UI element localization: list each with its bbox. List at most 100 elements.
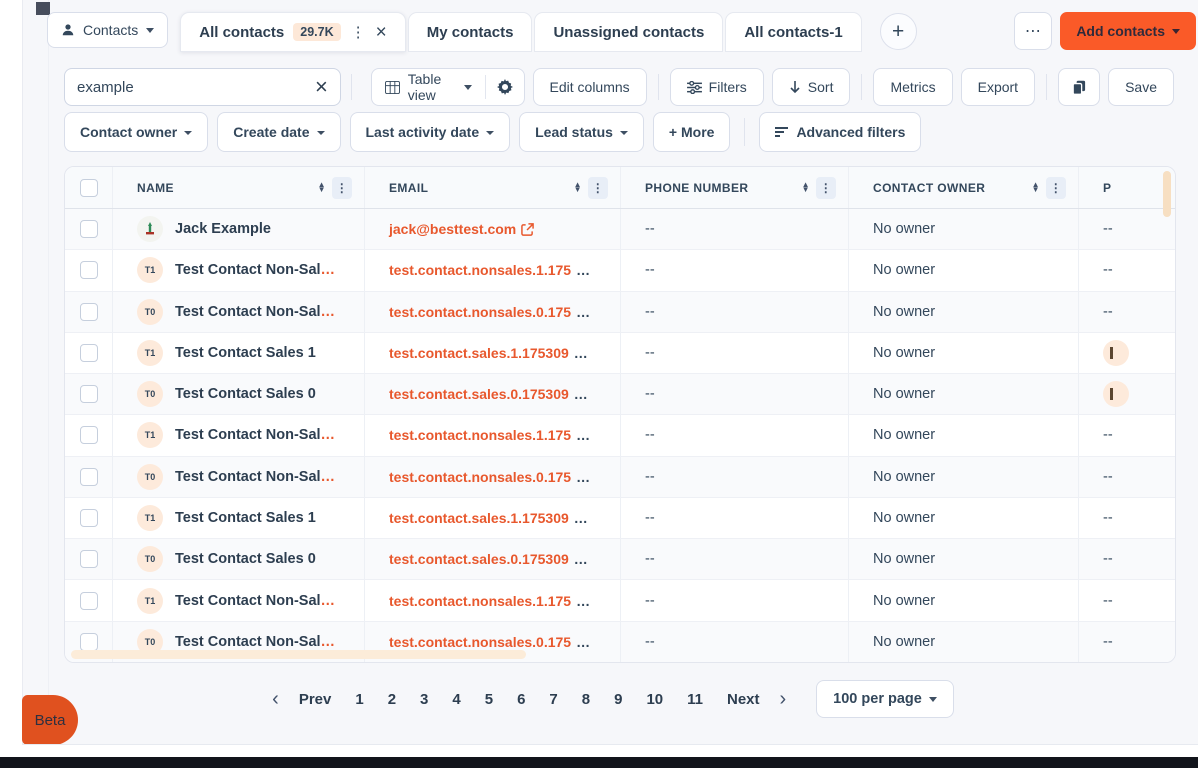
view-settings-button[interactable]: [486, 79, 524, 95]
row-checkbox[interactable]: [79, 632, 98, 651]
row-checkbox[interactable]: [79, 220, 98, 239]
page-number-2[interactable]: 2: [387, 690, 397, 708]
horizontal-scrollbar[interactable]: [71, 650, 526, 659]
page-number-9[interactable]: 9: [614, 690, 623, 708]
page-number-6[interactable]: 6: [517, 690, 526, 708]
page-number-8[interactable]: 8: [581, 690, 591, 708]
more-filters-button[interactable]: + More: [652, 112, 731, 152]
contact-name-link[interactable]: Test Contact Sales 1: [175, 344, 316, 361]
row-checkbox[interactable]: [79, 550, 98, 569]
prev-chevron-icon[interactable]: ‹: [272, 687, 279, 710]
sort-button[interactable]: Sort: [771, 68, 851, 106]
tab-all-contacts-1[interactable]: All contacts-1: [725, 12, 862, 52]
filter-chip-lead-status[interactable]: Lead status: [519, 112, 644, 152]
close-icon[interactable]: ×: [375, 21, 387, 43]
next-button[interactable]: Next: [726, 690, 760, 708]
email-link[interactable]: test.contact.nonsales.0.175…: [389, 634, 590, 650]
page-number-10[interactable]: 10: [646, 690, 664, 708]
column-menu-button[interactable]: ⋮: [816, 176, 836, 199]
per-page-dropdown[interactable]: 100 per page: [816, 680, 954, 718]
contact-avatar: T1: [137, 339, 163, 366]
email-link[interactable]: test.contact.sales.0.175309…: [389, 551, 588, 567]
contact-name-link[interactable]: Test Contact Sales 1: [175, 509, 316, 526]
kebab-menu-icon[interactable]: ⋮: [350, 24, 366, 41]
beta-badge[interactable]: Beta: [22, 695, 78, 745]
clear-search-icon[interactable]: ×: [315, 74, 328, 99]
name-cell: T1 Test Contact Non-Sal…: [113, 415, 365, 456]
row-checkbox[interactable]: [79, 508, 98, 527]
sort-icon[interactable]: ▲ ▼: [1031, 179, 1040, 194]
add-contacts-button[interactable]: Add contacts: [1060, 12, 1196, 50]
prev-button[interactable]: Prev: [298, 690, 332, 708]
save-button[interactable]: Save: [1108, 68, 1174, 106]
page-number-11[interactable]: 11: [687, 690, 703, 708]
email-link[interactable]: test.contact.sales.1.175309…: [389, 345, 588, 361]
contact-avatar: T1: [137, 422, 163, 449]
row-checkbox[interactable]: [79, 261, 98, 280]
email-link[interactable]: test.contact.sales.1.175309…: [389, 510, 588, 526]
row-checkbox[interactable]: [79, 426, 98, 445]
email-link[interactable]: test.contact.nonsales.1.175…: [389, 427, 590, 443]
toolbar-divider: [657, 74, 659, 100]
row-checkbox[interactable]: [79, 591, 98, 610]
sort-icon[interactable]: ▲ ▼: [801, 179, 810, 194]
tab-my-contacts[interactable]: My contacts: [407, 12, 533, 52]
filter-chip-last-activity-date[interactable]: Last activity date: [349, 112, 511, 152]
metrics-button[interactable]: Metrics: [873, 68, 953, 106]
row-checkbox[interactable]: [79, 385, 98, 404]
table-row: T0 Test Contact Non-Sal… test.contact.nons…: [65, 456, 1175, 498]
page-number-3[interactable]: 3: [420, 690, 429, 708]
row-checkbox[interactable]: [79, 343, 98, 362]
column-menu-button[interactable]: ⋮: [332, 176, 352, 199]
page-number-5[interactable]: 5: [484, 690, 494, 708]
page-number-1[interactable]: 1: [355, 690, 364, 708]
advanced-filters-button[interactable]: Advanced filters: [759, 112, 922, 152]
table-row: Jack Example jack@besttest.com -- No owner -…: [65, 209, 1175, 251]
next-chevron-icon[interactable]: ›: [779, 687, 787, 710]
contact-name-link[interactable]: Test Contact Non-Sal: [175, 262, 321, 279]
page-number-4[interactable]: 4: [452, 690, 461, 708]
tab-label: Unassigned contacts: [553, 23, 705, 41]
filter-chip-create-date[interactable]: Create date: [217, 112, 341, 152]
email-link[interactable]: test.contact.nonsales.1.175…: [389, 593, 590, 609]
email-link[interactable]: test.contact.nonsales.0.175…: [389, 304, 590, 320]
sort-icon[interactable]: ▲ ▼: [573, 179, 582, 194]
column-label: P: [1103, 180, 1112, 195]
contact-name-link[interactable]: Test Contact Sales 0: [175, 386, 316, 403]
contact-name-link[interactable]: Test Contact Non-Sal: [175, 633, 321, 650]
tab-all-contacts[interactable]: All contacts 29.7K ⋮ ×: [180, 12, 406, 52]
column-menu-button[interactable]: ⋮: [1046, 176, 1066, 199]
contact-name-link[interactable]: Test Contact Non-Sal: [175, 468, 321, 485]
column-menu-button[interactable]: ⋮: [588, 176, 608, 199]
row-checkbox[interactable]: [79, 467, 98, 486]
clipped-cell: --: [1079, 498, 1175, 538]
more-actions-button[interactable]: ⋯: [1014, 12, 1053, 50]
email-link[interactable]: test.contact.sales.0.175309…: [389, 386, 588, 402]
external-link-icon[interactable]: [521, 222, 535, 236]
contact-name-link[interactable]: Test Contact Sales 0: [175, 551, 316, 568]
filter-chip-contact-owner[interactable]: Contact owner: [64, 112, 209, 152]
contact-name-link[interactable]: Test Contact Non-Sal: [175, 303, 321, 320]
select-all-checkbox[interactable]: [79, 178, 98, 197]
export-button[interactable]: Export: [960, 68, 1036, 106]
email-link[interactable]: jack@besttest.com: [389, 221, 535, 237]
email-link[interactable]: test.contact.nonsales.1.175…: [389, 262, 590, 278]
search-input[interactable]: [77, 78, 316, 96]
contact-name-link[interactable]: Jack Example: [175, 221, 271, 238]
vertical-scrollbar[interactable]: [1163, 171, 1171, 217]
page-number-7[interactable]: 7: [549, 690, 558, 708]
table-view-dropdown[interactable]: Table view: [372, 71, 485, 103]
contacts-object-dropdown[interactable]: Contacts: [47, 12, 169, 48]
edit-columns-button[interactable]: Edit columns: [532, 68, 647, 106]
email-cell: test.contact.sales.0.175309…: [365, 374, 621, 415]
contact-name-link[interactable]: Test Contact Non-Sal: [175, 427, 321, 444]
copy-view-button[interactable]: [1058, 68, 1101, 106]
row-checkbox[interactable]: [79, 302, 98, 321]
button-label: Metrics: [890, 79, 936, 95]
email-link[interactable]: test.contact.nonsales.0.175…: [389, 469, 590, 485]
sort-icon[interactable]: ▲ ▼: [317, 179, 326, 194]
filters-button[interactable]: Filters: [669, 68, 764, 106]
add-view-button[interactable]: +: [879, 13, 917, 50]
contact-name-link[interactable]: Test Contact Non-Sal: [175, 592, 321, 609]
tab-unassigned-contacts[interactable]: Unassigned contacts: [534, 12, 724, 52]
